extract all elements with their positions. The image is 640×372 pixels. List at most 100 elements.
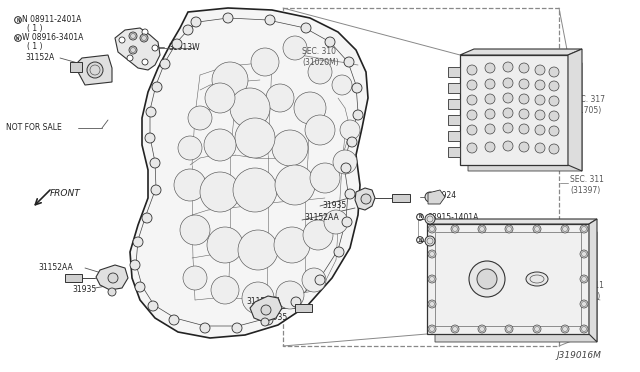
Circle shape bbox=[485, 94, 495, 104]
Circle shape bbox=[160, 59, 170, 69]
Circle shape bbox=[561, 225, 569, 233]
Circle shape bbox=[145, 133, 155, 143]
Circle shape bbox=[428, 325, 436, 333]
Circle shape bbox=[353, 110, 363, 120]
Circle shape bbox=[178, 136, 202, 160]
Circle shape bbox=[519, 109, 529, 119]
Circle shape bbox=[261, 305, 271, 315]
Circle shape bbox=[428, 275, 436, 283]
Polygon shape bbox=[427, 219, 597, 224]
Circle shape bbox=[265, 15, 275, 25]
Circle shape bbox=[549, 67, 559, 77]
Text: SEC. 311: SEC. 311 bbox=[570, 176, 604, 185]
Circle shape bbox=[301, 23, 311, 33]
Circle shape bbox=[205, 83, 235, 113]
Polygon shape bbox=[65, 274, 82, 282]
Circle shape bbox=[352, 83, 362, 93]
Ellipse shape bbox=[526, 272, 548, 286]
Text: J319016M: J319016M bbox=[556, 350, 601, 359]
Circle shape bbox=[146, 107, 156, 117]
Circle shape bbox=[223, 13, 233, 23]
Text: 31924: 31924 bbox=[432, 192, 456, 201]
Circle shape bbox=[133, 237, 143, 247]
Circle shape bbox=[478, 225, 486, 233]
Text: 08915-1401A: 08915-1401A bbox=[427, 212, 478, 221]
Circle shape bbox=[485, 124, 495, 134]
Circle shape bbox=[87, 62, 103, 78]
Text: N: N bbox=[419, 215, 422, 219]
Circle shape bbox=[425, 214, 435, 224]
Circle shape bbox=[580, 250, 588, 258]
Text: SEC. 317: SEC. 317 bbox=[571, 96, 605, 105]
Text: SEC. 310: SEC. 310 bbox=[302, 48, 336, 57]
Polygon shape bbox=[568, 49, 582, 171]
Circle shape bbox=[119, 37, 125, 43]
Polygon shape bbox=[70, 62, 82, 72]
Circle shape bbox=[503, 123, 513, 133]
Text: W: W bbox=[17, 35, 20, 41]
Circle shape bbox=[467, 65, 477, 75]
Text: 31152AA: 31152AA bbox=[304, 214, 339, 222]
Circle shape bbox=[152, 82, 162, 92]
Text: 31152A: 31152A bbox=[25, 54, 54, 62]
Circle shape bbox=[503, 141, 513, 151]
Polygon shape bbox=[250, 296, 282, 322]
Text: SEC. 311: SEC. 311 bbox=[570, 282, 604, 291]
Circle shape bbox=[549, 81, 559, 91]
Polygon shape bbox=[468, 57, 582, 171]
Circle shape bbox=[425, 192, 435, 202]
Circle shape bbox=[549, 96, 559, 106]
Text: NOT FOR SALE: NOT FOR SALE bbox=[6, 124, 61, 132]
Circle shape bbox=[130, 260, 140, 270]
Circle shape bbox=[535, 125, 545, 135]
Circle shape bbox=[467, 143, 477, 153]
Polygon shape bbox=[392, 194, 410, 202]
Circle shape bbox=[142, 213, 152, 223]
Circle shape bbox=[283, 36, 307, 60]
Circle shape bbox=[302, 268, 326, 292]
Circle shape bbox=[303, 220, 333, 250]
Circle shape bbox=[580, 325, 588, 333]
Circle shape bbox=[425, 236, 435, 246]
Circle shape bbox=[135, 282, 145, 292]
Circle shape bbox=[342, 217, 352, 227]
Text: (31390): (31390) bbox=[570, 292, 600, 301]
Text: ( 1 ): ( 1 ) bbox=[431, 221, 447, 231]
Polygon shape bbox=[460, 49, 582, 55]
Circle shape bbox=[172, 39, 182, 49]
Polygon shape bbox=[78, 55, 112, 85]
Circle shape bbox=[519, 142, 529, 152]
Circle shape bbox=[580, 300, 588, 308]
Circle shape bbox=[428, 300, 436, 308]
Polygon shape bbox=[448, 131, 460, 141]
Circle shape bbox=[151, 185, 161, 195]
Circle shape bbox=[344, 57, 354, 67]
Circle shape bbox=[469, 261, 505, 297]
Circle shape bbox=[148, 301, 158, 311]
Circle shape bbox=[467, 110, 477, 120]
Circle shape bbox=[485, 63, 495, 73]
Text: 31935: 31935 bbox=[72, 285, 96, 295]
Circle shape bbox=[505, 325, 513, 333]
Polygon shape bbox=[589, 219, 597, 342]
Polygon shape bbox=[448, 83, 460, 93]
Polygon shape bbox=[435, 226, 597, 342]
Circle shape bbox=[451, 325, 459, 333]
Circle shape bbox=[580, 225, 588, 233]
Circle shape bbox=[235, 118, 275, 158]
Text: 31152AA: 31152AA bbox=[38, 263, 73, 273]
Polygon shape bbox=[115, 28, 160, 70]
Circle shape bbox=[503, 78, 513, 88]
Circle shape bbox=[325, 37, 335, 47]
Circle shape bbox=[150, 158, 160, 168]
Circle shape bbox=[305, 115, 335, 145]
Text: 31913W: 31913W bbox=[168, 42, 200, 51]
Text: 31935: 31935 bbox=[263, 312, 287, 321]
Circle shape bbox=[467, 80, 477, 90]
Text: 31935: 31935 bbox=[322, 202, 346, 211]
Circle shape bbox=[108, 288, 116, 296]
Circle shape bbox=[180, 215, 210, 245]
Circle shape bbox=[200, 323, 210, 333]
Circle shape bbox=[174, 169, 206, 201]
Circle shape bbox=[188, 106, 212, 130]
